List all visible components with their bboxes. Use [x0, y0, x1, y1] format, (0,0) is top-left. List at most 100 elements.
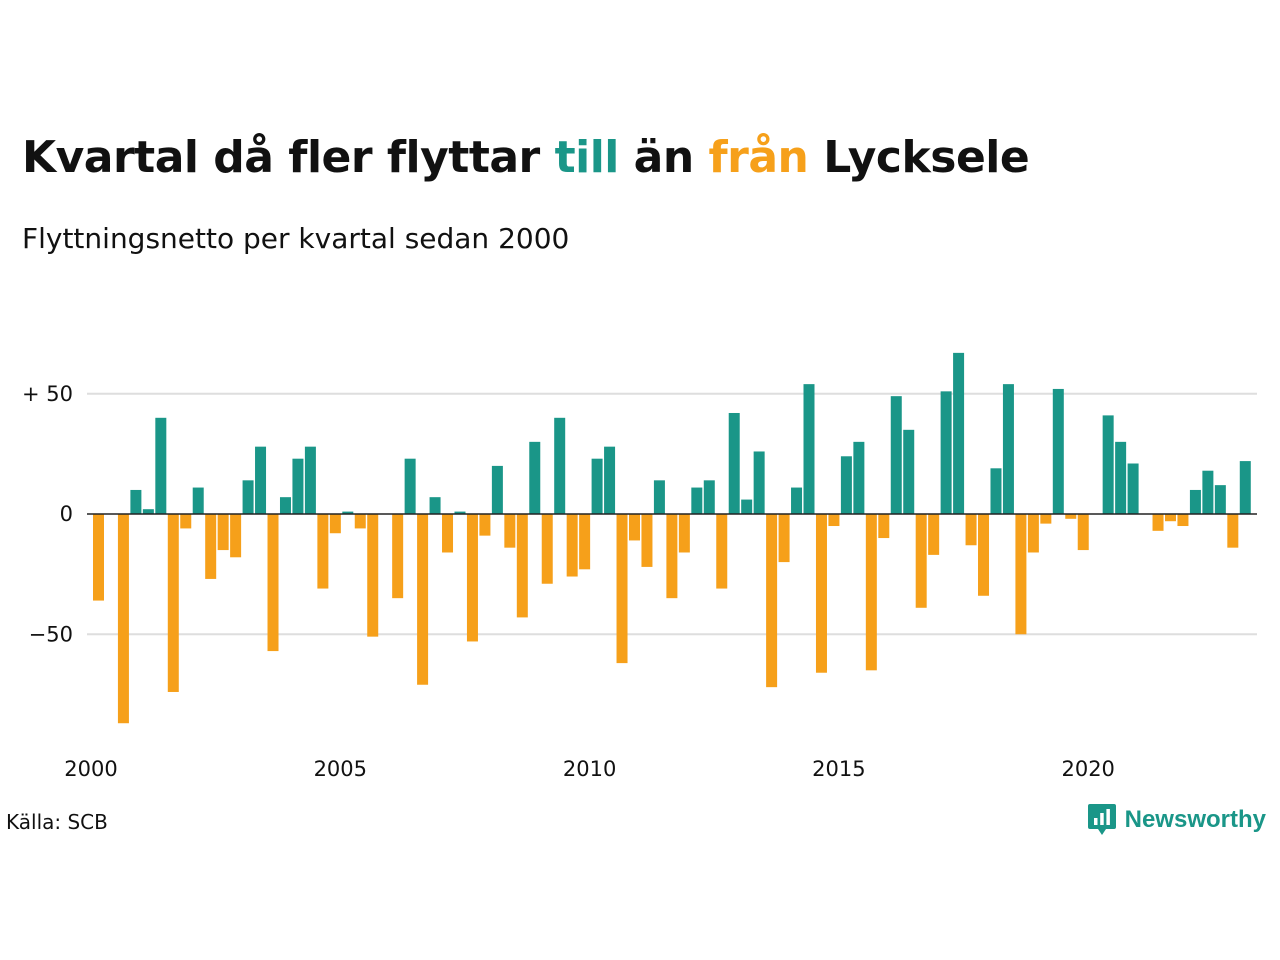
bar [367, 514, 379, 637]
bar [267, 514, 279, 652]
title-fran-highlight: från [708, 132, 809, 183]
x-axis: 2000 2005 2010 2015 2020 [64, 757, 1115, 781]
bar [1177, 514, 1189, 527]
bar [304, 446, 316, 514]
title-part-2: än [618, 132, 709, 183]
bar [1227, 514, 1239, 548]
bar [965, 514, 977, 546]
bar [865, 514, 877, 671]
y-tick-label: + 50 [22, 382, 73, 406]
bar [117, 514, 129, 724]
y-tick-label: −50 [29, 622, 73, 646]
bar [1127, 463, 1139, 514]
bar [1164, 514, 1176, 522]
title-part-3: Lycksele [808, 132, 1030, 183]
bar [1052, 388, 1064, 514]
bar [1239, 461, 1251, 514]
bar [217, 514, 229, 551]
bar [778, 514, 790, 563]
title-till-highlight: till [554, 132, 620, 183]
bar [180, 514, 192, 529]
bar [716, 514, 728, 589]
bar [666, 514, 678, 599]
bar [279, 497, 291, 514]
bar [529, 441, 541, 514]
bar [741, 499, 753, 514]
bar [342, 511, 354, 514]
bar [192, 487, 204, 514]
bar [1152, 514, 1164, 531]
bar [93, 514, 104, 601]
bar [155, 417, 167, 514]
bar [691, 487, 703, 514]
bar [940, 391, 952, 514]
bar [803, 384, 815, 514]
bar [766, 514, 778, 688]
y-axis: + 50 0 −50 [22, 382, 73, 647]
bar [554, 417, 566, 514]
bar [1027, 514, 1039, 553]
bar [815, 514, 827, 673]
bar [1015, 514, 1027, 635]
bar [915, 514, 927, 608]
bar [317, 514, 329, 589]
bar [641, 514, 653, 567]
bar [1102, 415, 1114, 514]
title-part-1: Kvartal då fler flyttar [22, 132, 555, 183]
bar [953, 352, 965, 514]
bar [1214, 485, 1226, 514]
chart-title: Kvartal då fler flyttar till än från Lyc… [22, 132, 1030, 183]
logo-text: Newsworthy [1124, 806, 1266, 833]
bar [928, 514, 940, 555]
bar [978, 514, 990, 596]
bar [167, 514, 179, 692]
bar [1189, 489, 1201, 514]
bar [442, 514, 454, 553]
bar [466, 514, 478, 642]
bar [678, 514, 690, 553]
bar [753, 451, 765, 514]
newsworthy-logo: Newsworthy [1087, 803, 1266, 837]
x-tick-label: 2005 [314, 757, 367, 781]
bar [242, 480, 254, 514]
bar [703, 480, 715, 514]
bar [1202, 470, 1214, 514]
x-tick-label: 2010 [563, 757, 616, 781]
bar [205, 514, 217, 579]
bar [653, 480, 665, 514]
chart-subtitle: Flyttningsnetto per kvartal sedan 2000 [22, 222, 570, 255]
bar [230, 514, 242, 558]
bar [629, 514, 640, 541]
bar [292, 458, 304, 514]
bar [429, 497, 441, 514]
bar [579, 514, 591, 570]
bar [142, 509, 154, 514]
bar [329, 514, 341, 534]
bar [1040, 514, 1052, 524]
bar [130, 489, 142, 514]
bar [728, 412, 740, 514]
bar [616, 514, 628, 664]
bar [354, 514, 366, 529]
bar [1002, 384, 1014, 514]
chart-bubble-icon [1087, 804, 1116, 835]
x-tick-label: 2000 [64, 757, 117, 781]
bar [990, 468, 1002, 514]
bar [566, 514, 578, 577]
bar [903, 429, 915, 514]
bar-chart: + 50 0 −50 2000 2005 2010 2015 2020 [22, 352, 1257, 781]
bar [890, 396, 902, 514]
bar [1115, 441, 1127, 514]
bar [454, 511, 466, 514]
bar [1065, 514, 1077, 519]
bars [93, 352, 1251, 724]
bar [392, 514, 404, 599]
bar [840, 456, 852, 514]
source-note: Källa: SCB [6, 810, 108, 834]
bar [1077, 514, 1089, 551]
bar [828, 514, 840, 527]
bar [404, 458, 416, 514]
bar [604, 446, 616, 514]
bar [591, 458, 603, 514]
bar [516, 514, 528, 618]
